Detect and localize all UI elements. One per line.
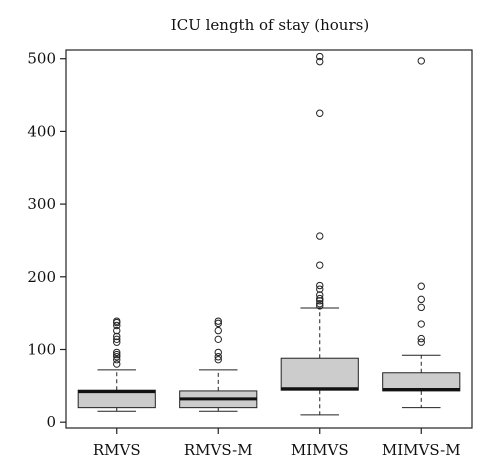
outlier-rmvs-0 xyxy=(113,360,121,368)
outlier-rmvs-m-2 xyxy=(214,348,222,357)
outlier-rmvs-m-0 xyxy=(214,355,222,364)
box-groups xyxy=(77,52,461,416)
outlier-mimvs-m-0 xyxy=(417,338,425,346)
plot-border xyxy=(65,49,473,429)
outlier-mimvs-0 xyxy=(316,302,324,310)
outlier-rmvs-m-1 xyxy=(214,353,222,361)
chart-title: ICU length of stay (hours) xyxy=(171,16,369,34)
outlier-rmvs-11 xyxy=(113,317,121,325)
y-tick-label-100: 100 xyxy=(27,340,56,358)
outlier-mimvs-10 xyxy=(316,57,324,66)
box-group-mimvs xyxy=(280,52,359,416)
outlier-rmvs-m-4 xyxy=(214,326,222,335)
outlier-rmvs-2 xyxy=(113,353,121,361)
outlier-mimvs-3 xyxy=(316,294,324,303)
outlier-mimvs-4 xyxy=(316,291,324,299)
outlier-rmvs-4 xyxy=(113,348,121,357)
outlier-mimvs-7 xyxy=(316,261,324,269)
outlier-rmvs-8 xyxy=(113,326,121,335)
outlier-mimvs-m-5 xyxy=(417,282,425,290)
outlier-mimvs-m-6 xyxy=(417,57,425,65)
y-tick-label-200: 200 xyxy=(27,268,56,286)
outlier-mimvs-6 xyxy=(316,281,324,290)
outlier-rmvs-9 xyxy=(113,321,121,330)
outlier-mimvs-11 xyxy=(316,52,324,61)
outlier-rmvs-m-5 xyxy=(214,319,222,328)
outlier-mimvs-2 xyxy=(316,297,324,305)
outlier-rmvs-m-6 xyxy=(214,317,222,325)
x-tick-label-rmvs: RMVS xyxy=(93,441,141,459)
outlier-mimvs-9 xyxy=(316,109,324,117)
outlier-rmvs-7 xyxy=(113,332,121,341)
y-tick-label-400: 400 xyxy=(27,122,56,140)
x-tick-label-rmvs-m: RMVS-M xyxy=(184,441,253,459)
x-axis: RMVS RMVS-M MIMVS MIMVS-M xyxy=(93,428,461,459)
outlier-rmvs-3 xyxy=(113,350,121,359)
outlier-mimvs-1 xyxy=(316,299,324,308)
outlier-mimvs-m-1 xyxy=(417,334,425,343)
x-tick-label-mimvs: MIMVS xyxy=(291,441,349,459)
x-tick-label-mimvs-m: MIMVS-M xyxy=(382,441,461,459)
outlier-mimvs-m-4 xyxy=(417,295,425,304)
outlier-rmvs-5 xyxy=(113,338,121,346)
outlier-mimvs-m-3 xyxy=(417,303,425,312)
y-tick-label-300: 300 xyxy=(27,195,56,213)
box-group-rmvs-m xyxy=(179,317,258,412)
outlier-mimvs-m-2 xyxy=(417,320,425,328)
outlier-rmvs-6 xyxy=(113,335,121,344)
y-tick-label-0: 0 xyxy=(46,413,56,431)
outlier-rmvs-1 xyxy=(113,355,121,364)
outlier-mimvs-8 xyxy=(316,232,324,240)
y-tick-label-500: 500 xyxy=(27,50,56,68)
outlier-rmvs-m-3 xyxy=(214,335,222,344)
outlier-mimvs-5 xyxy=(316,285,324,293)
y-axis: 0 100 200 300 400 500 xyxy=(27,50,66,431)
box-mimvs xyxy=(280,357,359,391)
box-group-rmvs xyxy=(77,317,156,412)
plot-frame xyxy=(65,49,473,429)
box-group-mimvs-m xyxy=(382,57,461,409)
